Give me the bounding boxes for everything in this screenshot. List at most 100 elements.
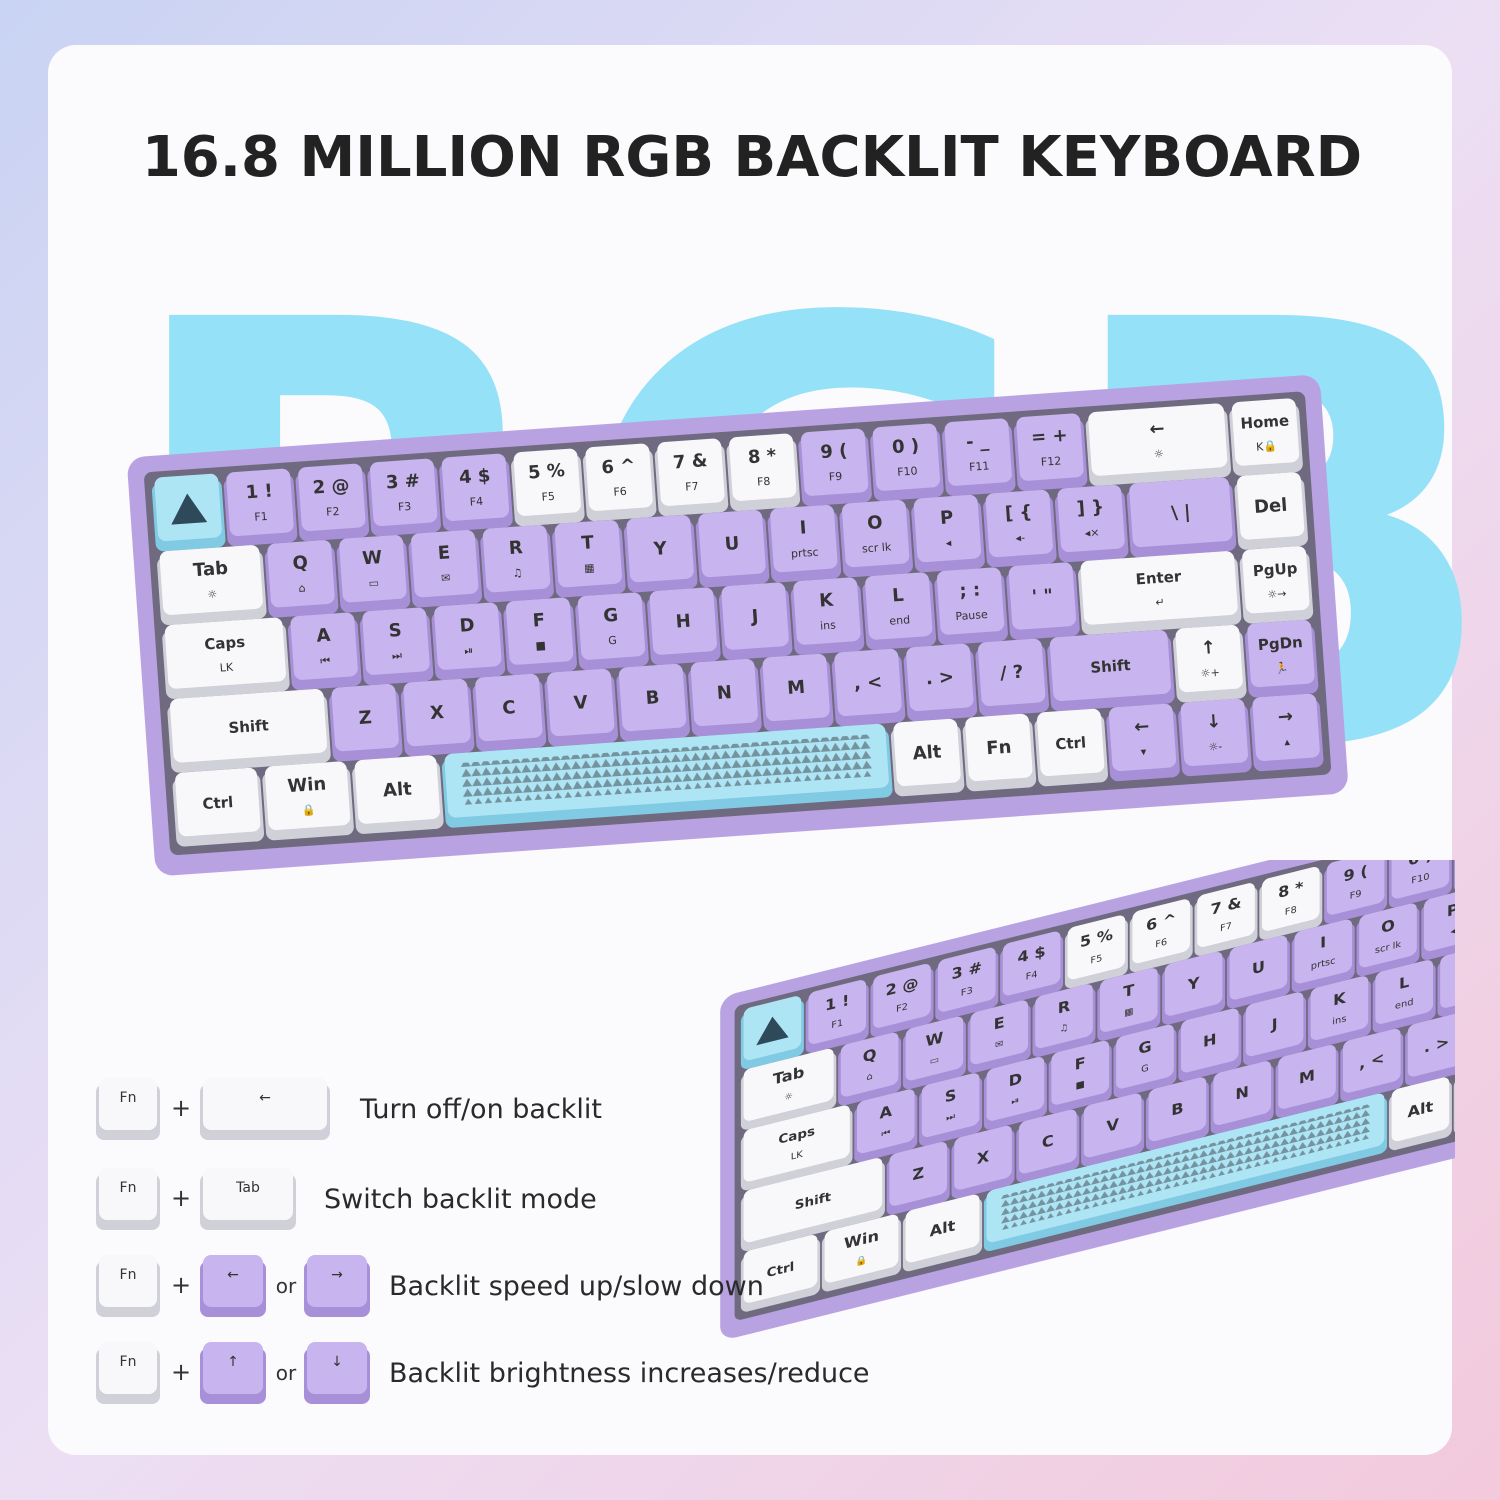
keyboard-closeup: 1 !F12 @F23 #F34 $F45 %F56 ^F67 &F78 *F8… [720, 860, 1455, 1338]
key-label: 7 & [672, 450, 708, 473]
key-label: Alt [912, 741, 942, 764]
key-top [690, 658, 758, 727]
key-label: ; : [959, 579, 981, 601]
key-sub-label: F3 [961, 985, 973, 998]
key-top [970, 1000, 1029, 1065]
key-top [1002, 931, 1061, 996]
key-top [99, 1255, 157, 1307]
key-top [1037, 708, 1105, 777]
key-label: D [1009, 1069, 1022, 1090]
key-label: ↑ [1200, 637, 1217, 659]
key-sub-label: 🔒 [301, 803, 316, 817]
key-top [1440, 943, 1455, 1008]
key-top [1213, 1061, 1272, 1125]
key-label: Ctrl [1055, 733, 1087, 753]
key-label: Z [912, 1163, 924, 1184]
key-top [1088, 403, 1228, 476]
key-top [1019, 1109, 1077, 1174]
key-sub-label: G [1141, 1063, 1149, 1075]
key-top [889, 1141, 948, 1206]
key-label: . > [925, 666, 955, 689]
key-label: Z [358, 707, 372, 729]
key-top [618, 663, 687, 732]
key-top [1237, 472, 1305, 540]
key-label: , < [853, 671, 883, 694]
key-label: [ { [1004, 502, 1033, 525]
key-label: 9 ( [1343, 862, 1367, 886]
key-label: 5 % [527, 460, 565, 484]
key-top [1108, 703, 1177, 772]
key-sub-label: F12 [1040, 454, 1061, 468]
key-sub-label: G [608, 634, 617, 648]
key-top [1057, 484, 1125, 553]
or: or [276, 1361, 297, 1385]
shortcut-description: Backlit brightness increases/reduce [389, 1358, 870, 1389]
key-top [1231, 398, 1300, 466]
key-top [1132, 899, 1191, 964]
key-top [865, 572, 933, 640]
shortcut-key-label: ↑ [227, 1354, 239, 1370]
key-sub-label: ▴ [1284, 735, 1291, 748]
key-label: K [1333, 988, 1346, 1009]
key-top [1252, 693, 1320, 761]
key-sub-label: LK [791, 1149, 804, 1162]
key-sub-label: ☼- [1208, 740, 1223, 754]
key-top [913, 494, 982, 563]
key-sub-label: F7 [685, 480, 699, 494]
key-label: T [581, 532, 595, 554]
key-top [203, 1168, 293, 1220]
key-sub-label: F9 [1350, 889, 1362, 902]
key-top [331, 683, 399, 752]
key-label: Caps [204, 633, 246, 654]
key-top [1164, 951, 1223, 1016]
key-top [626, 514, 694, 583]
key-label: Enter [1135, 567, 1182, 588]
key-label: 1 ! [245, 480, 273, 503]
key-top [1326, 860, 1385, 915]
key-sub-label: ☼ [1153, 447, 1164, 461]
plus: + [171, 1094, 191, 1122]
key-label: L [892, 585, 905, 607]
key-top [585, 443, 653, 511]
key-label: A [880, 1101, 893, 1122]
key-top [743, 1105, 850, 1182]
key-top [743, 1048, 834, 1121]
key-top [267, 540, 335, 608]
key-sub-label: F5 [541, 490, 555, 504]
key-top [1247, 619, 1315, 688]
key-top [1391, 860, 1450, 899]
key-label: A [316, 625, 331, 647]
key-top [307, 1342, 367, 1394]
key-top [985, 489, 1053, 558]
key-top [1294, 919, 1353, 984]
shortcut-description: Turn off/on backlit [359, 1094, 602, 1125]
key-label: K [819, 590, 835, 612]
key-top [513, 448, 581, 516]
key-sub-label: F1 [254, 510, 268, 524]
key-sub-label: F2 [896, 1002, 908, 1015]
shortcut-key-label: → [331, 1267, 343, 1283]
key-label: Ctrl [767, 1260, 795, 1281]
key-top [339, 535, 407, 603]
key-label: PgDn [1257, 633, 1303, 654]
key-label: C [1042, 1131, 1054, 1152]
key-label: 6 ^ [601, 455, 636, 478]
key-top [434, 602, 502, 670]
key-label: D [459, 615, 475, 637]
key-label: 9 ( [820, 440, 848, 463]
key-sub-label: ■ [535, 639, 546, 653]
key-label: V [573, 692, 588, 714]
key-label: P [939, 507, 954, 529]
key-label: / ? [999, 662, 1024, 685]
key-top [577, 592, 646, 660]
key-top [1242, 546, 1310, 614]
key-label: V [1106, 1114, 1119, 1135]
key-label: F [1075, 1053, 1086, 1074]
key-label: 3 # [385, 470, 420, 493]
key-sub-label: ☼ [207, 588, 218, 602]
key-top [905, 1016, 964, 1081]
key-sub-label: F6 [613, 485, 627, 499]
key-label: J [1271, 1014, 1278, 1034]
key-top [203, 1255, 263, 1307]
key-label: G [603, 605, 619, 627]
